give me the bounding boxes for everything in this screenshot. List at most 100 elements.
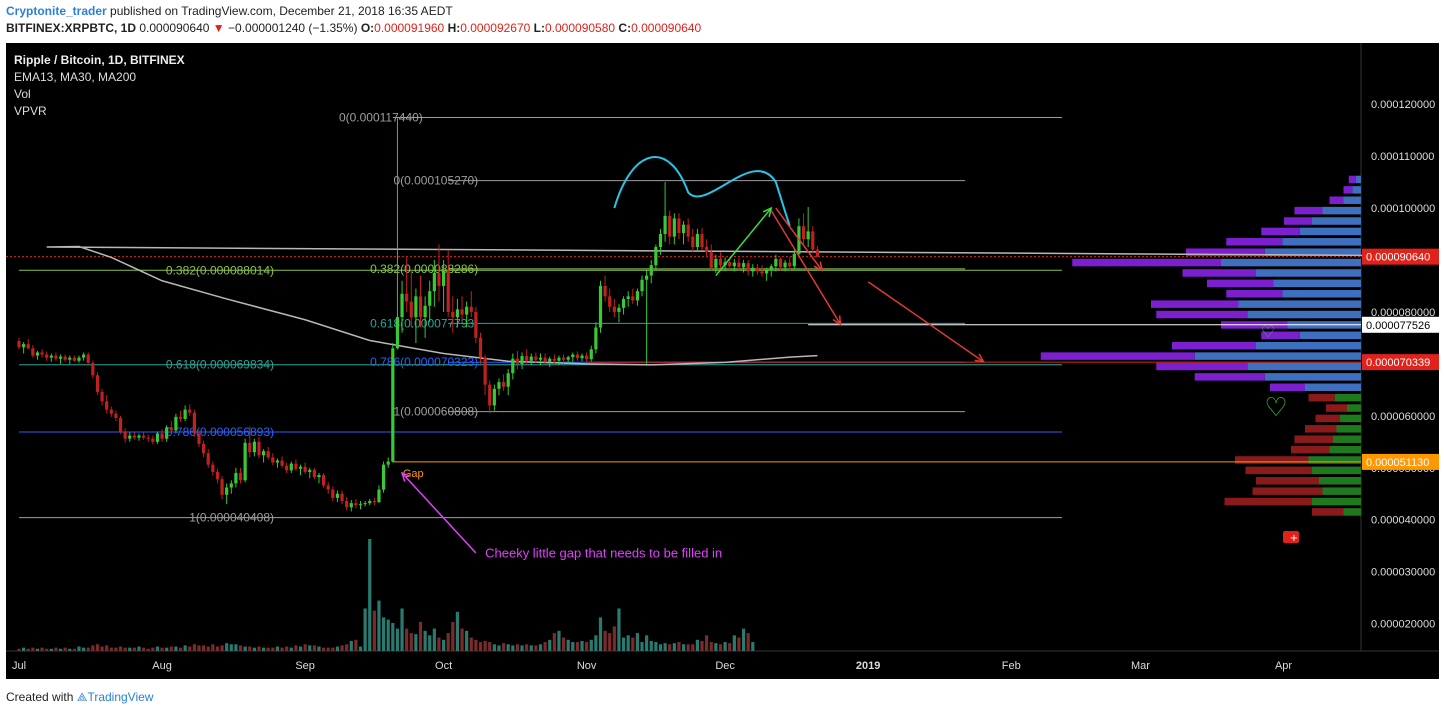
volume-legend[interactable]: Vol xyxy=(14,87,31,101)
candle-body xyxy=(372,501,376,503)
candle-body xyxy=(792,253,796,267)
ohlc-header: BITFINEX:XRPBTC, 1D 0.000090640 ▼ −0.000… xyxy=(6,21,701,35)
vpvr-down-bar xyxy=(1252,487,1323,495)
y-tick-label: 0.000030000 xyxy=(1371,567,1435,579)
vpvr-up-bar xyxy=(1319,477,1361,485)
ambulance-icon xyxy=(1283,531,1299,543)
indicator-legend[interactable]: EMA13, MA30, MA200 xyxy=(14,70,137,84)
candle-body xyxy=(705,247,709,253)
candle-body xyxy=(608,296,612,307)
candle-body xyxy=(160,433,164,439)
candle-body xyxy=(423,305,427,318)
volume-bar xyxy=(340,645,344,651)
volume-bar xyxy=(114,647,118,651)
candle-body xyxy=(91,362,95,376)
y-tick-label: 0.000080000 xyxy=(1371,307,1435,319)
candle-body xyxy=(155,433,160,442)
price-tag-label: 0.000070339 xyxy=(1366,357,1430,369)
volume-bar xyxy=(289,647,293,651)
candle-body xyxy=(548,358,552,362)
vpvr-down-bar xyxy=(1156,362,1248,371)
candle-body xyxy=(285,465,289,471)
vpvr-down-bar xyxy=(1224,497,1312,506)
green-arrow xyxy=(715,207,772,277)
volume-bar xyxy=(326,647,330,651)
fib-level-label: 0.618(0.000069834) xyxy=(166,358,274,372)
tradingview-brand[interactable]: TradingView xyxy=(87,690,154,704)
candle-body xyxy=(728,262,732,267)
tradingview-logo-icon[interactable]: ⟁ xyxy=(76,690,88,704)
candle-body xyxy=(488,384,492,406)
candle-body xyxy=(686,224,690,237)
volume-bar xyxy=(17,648,21,651)
fib-level-label: 1(0.000060808) xyxy=(393,405,478,419)
red-arrow-2 xyxy=(770,210,842,325)
vpvr-down-bar xyxy=(1226,238,1283,246)
candle-body xyxy=(718,258,723,266)
volume-bar xyxy=(654,642,658,651)
vpvr-down-bar xyxy=(1261,331,1300,340)
volume-bar xyxy=(714,643,718,651)
vpvr-down-bar xyxy=(1294,435,1333,443)
annotation-arrow xyxy=(401,472,477,554)
candle-body xyxy=(640,279,644,292)
candle-body xyxy=(511,358,515,374)
volume-bar xyxy=(72,648,76,651)
vpvr-up-bar xyxy=(1299,331,1361,340)
volume-bar xyxy=(649,640,653,651)
x-tick-label: Nov xyxy=(577,660,597,672)
volume-bar xyxy=(155,646,160,651)
vpvr-up-bar xyxy=(1334,393,1361,402)
vpvr-down-bar xyxy=(1326,404,1347,412)
volume-bar xyxy=(672,643,676,651)
volume-bar xyxy=(695,639,700,651)
y-tick-label: 0.000040000 xyxy=(1371,515,1435,527)
candle-body xyxy=(165,427,169,439)
candle-body xyxy=(455,309,460,318)
volume-bar xyxy=(49,648,53,651)
ma200-line xyxy=(46,245,1439,366)
chart-panel[interactable]: 0.000120000 0.000110000 0.000100000 0.00009… xyxy=(6,43,1439,679)
vpvr-up-bar xyxy=(1340,414,1361,423)
last-price: 0.000090640 xyxy=(139,21,210,35)
volume-bar xyxy=(460,628,464,651)
vpvr-down-bar xyxy=(1040,352,1195,360)
volume-bar xyxy=(635,633,640,651)
volume-bar xyxy=(621,637,626,651)
candle-body xyxy=(465,306,469,315)
candle-body xyxy=(174,416,178,431)
candle-body xyxy=(82,354,86,358)
volume-bar xyxy=(437,637,441,651)
vpvr-down-bar xyxy=(1305,425,1337,433)
chart-title: Ripple / Bitcoin, 1D, BITFINEX xyxy=(14,53,185,67)
price-chart[interactable]: 0.000120000 0.000110000 0.000100000 0.00009… xyxy=(6,43,1439,679)
vpvr-down-bar xyxy=(1270,383,1305,392)
volume-bar xyxy=(266,647,270,651)
price-tag xyxy=(1362,248,1439,265)
volume-bar xyxy=(626,635,630,651)
vpvr-up-bar xyxy=(1264,248,1361,256)
volume-bar xyxy=(165,647,169,651)
vpvr-legend[interactable]: VPVR xyxy=(14,104,47,118)
vpvr-down-bar xyxy=(1291,445,1330,454)
candle-body xyxy=(22,344,26,348)
candle-body xyxy=(123,431,127,439)
volume-bar xyxy=(612,626,616,651)
candle-body xyxy=(63,356,67,360)
volume-bar xyxy=(229,644,233,651)
volume-bar xyxy=(677,642,681,651)
author-link[interactable]: Cryptonite_trader xyxy=(6,4,107,18)
volume-bar xyxy=(741,628,746,651)
candle-body xyxy=(229,483,233,488)
candle-body xyxy=(109,409,113,414)
volume-bar xyxy=(202,645,206,651)
candle-body xyxy=(31,348,35,356)
volume-bar xyxy=(298,646,303,651)
fib-level-label: 1(0.000040408) xyxy=(189,511,274,525)
candle-body xyxy=(238,472,243,481)
volume-bar xyxy=(35,648,40,651)
volume-bar xyxy=(423,630,427,651)
candle-body xyxy=(266,451,270,458)
fib-level-label: 0(0.000105270) xyxy=(393,174,478,188)
vpvr-up-bar xyxy=(1247,362,1361,371)
